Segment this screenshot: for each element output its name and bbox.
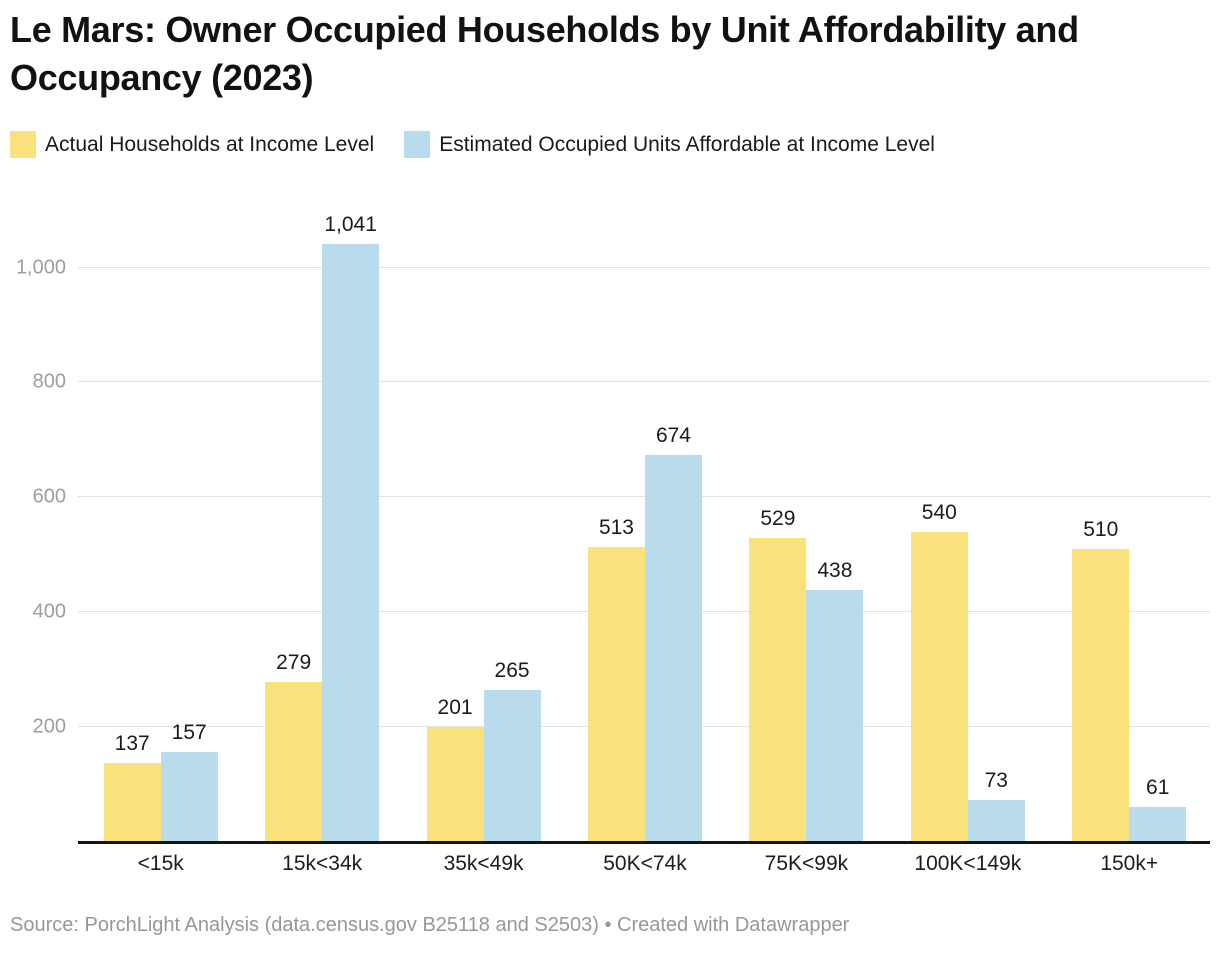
y-axis-tick-label: 600 [32, 485, 66, 508]
x-axis-label: 35k<49k [443, 852, 524, 875]
bar-value-label: 513 [598, 516, 634, 540]
bar-value-label: 265 [494, 658, 530, 682]
bar-group: 510 61 [1049, 190, 1210, 842]
bar-actual-households[interactable]: 540 [910, 501, 968, 842]
bar-actual-households[interactable]: 279 [265, 651, 323, 842]
bar-group: 201 265 [403, 190, 564, 842]
bar-value-label: 157 [171, 720, 207, 744]
bar-group: 540 73 [887, 190, 1048, 842]
bar-actual-households[interactable]: 529 [749, 507, 807, 842]
legend-swatch-estimated-icon [404, 131, 431, 158]
bar-estimated-units[interactable]: 674 [644, 424, 702, 842]
x-axis-line [78, 841, 1210, 844]
bar-value-label: 540 [921, 500, 957, 524]
bar-value-label: 61 [1146, 776, 1170, 799]
x-axis-label: 15k<34k [282, 852, 363, 875]
x-axis-label: 150k+ [1100, 852, 1159, 875]
bar-value-label: 1,041 [324, 213, 377, 236]
legend: Actual Households at Income Level Estima… [10, 131, 935, 158]
gridline [78, 266, 1210, 268]
x-axis-label: 50K<74k [603, 852, 687, 875]
legend-item-actual: Actual Households at Income Level [10, 131, 374, 158]
x-axis-label: <15k [137, 852, 184, 875]
bar-group: 137 157 [80, 190, 241, 842]
bars-area: 137 157 279 1,041 201 265 513 674 529 438 540 73 510… [80, 190, 1210, 842]
bar-estimated-units[interactable]: 438 [806, 559, 864, 842]
x-axis-label: 75K<99k [764, 852, 849, 875]
y-axis-tick-label: 400 [32, 600, 66, 623]
gridline [78, 381, 1210, 383]
bar-actual-households[interactable]: 201 [426, 696, 484, 842]
bar-estimated-units[interactable]: 61 [1129, 776, 1187, 842]
plot-area: 200 400 600 800 1,000 137 157 279 1,041 201 265 513… [0, 190, 1220, 844]
bar-estimated-units[interactable]: 73 [967, 769, 1025, 842]
y-axis-tick-label: 1,000 [15, 256, 66, 279]
x-axis-labels: <15k 15k<34k 35k<49k 50K<74k 75K<99k 100K<149… [80, 852, 1210, 876]
gridline [78, 496, 1210, 498]
y-axis-tick-label: 800 [32, 370, 66, 393]
bar-group: 279 1,041 [241, 190, 402, 842]
source-line: Source: PorchLight Analysis (data.census… [10, 914, 850, 936]
bar-value-label: 279 [276, 650, 312, 674]
bar-value-label: 201 [437, 695, 473, 719]
chart-title: Le Mars: Owner Occupied Households by Un… [10, 9, 1079, 98]
x-axis-label: 100K<149k [914, 852, 1022, 875]
bar-estimated-units[interactable]: 157 [160, 721, 218, 842]
bar-actual-households[interactable]: 510 [1072, 518, 1130, 842]
bar-estimated-units[interactable]: 265 [483, 659, 541, 842]
bar-value-label: 438 [817, 559, 853, 583]
bar-actual-households[interactable]: 513 [587, 516, 645, 842]
bar-value-label: 674 [655, 423, 691, 447]
bar-value-label: 529 [760, 507, 796, 531]
legend-swatch-actual-icon [10, 131, 36, 158]
legend-item-estimated: Estimated Occupied Units Affordable at I… [404, 131, 935, 158]
bar-estimated-units[interactable]: 1,041 [322, 213, 380, 842]
legend-label-estimated: Estimated Occupied Units Affordable at I… [439, 132, 935, 156]
bar-value-label: 137 [114, 732, 150, 756]
bar-value-label: 510 [1083, 518, 1119, 541]
bar-value-label: 73 [984, 769, 1008, 793]
bar-group: 529 438 [726, 190, 887, 842]
y-axis-tick-label: 200 [32, 715, 66, 738]
bar-actual-households[interactable]: 137 [103, 732, 161, 842]
legend-label-actual: Actual Households at Income Level [45, 132, 375, 156]
bar-group: 513 674 [564, 190, 725, 842]
